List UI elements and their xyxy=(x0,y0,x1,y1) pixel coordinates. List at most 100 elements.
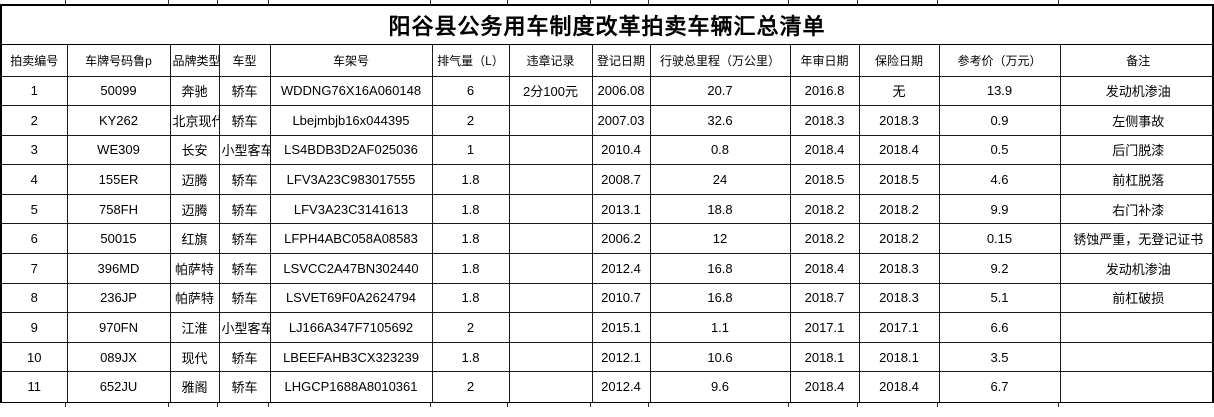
grid-line xyxy=(857,402,858,407)
table-cell: 2 xyxy=(2,105,68,136)
table-row: 3 WE309 长安 小型客车 LS4BDB3D2AF025036 1 2010.4 0.8 2… xyxy=(2,134,1214,166)
table-cell: 长安 xyxy=(169,134,220,166)
table-cell: 5.1 xyxy=(938,282,1061,314)
table-cell: 2 xyxy=(431,371,510,402)
table-cell: 现代 xyxy=(169,341,220,373)
top-grid-strip xyxy=(0,0,1214,6)
grid-line xyxy=(590,0,591,4)
table-cell: 32.6 xyxy=(649,105,791,136)
table-cell: 652JU xyxy=(66,371,171,402)
table-cell: 1.1 xyxy=(649,312,791,343)
table-cell: 20.7 xyxy=(649,75,791,107)
table-frame: 阳谷县公务用车制度改革拍卖车辆汇总清单 拍卖编号 车牌号码鲁p 品牌类型 车型 车架号排… xyxy=(0,6,1214,402)
table-cell: 9.2 xyxy=(938,253,1061,284)
table-cell: 2018.3 xyxy=(858,282,940,314)
table-cell: 后门脱漆 xyxy=(1059,134,1214,166)
table-cell: 50015 xyxy=(66,223,171,255)
column-header: 车牌号码鲁p xyxy=(66,45,171,77)
table-cell: 2015.1 xyxy=(591,312,651,343)
table-row: 8 236JP 帕萨特 轿车 LSVET69F0A2624794 1.8 2010.7 16.… xyxy=(2,282,1214,314)
grid-line xyxy=(507,402,508,407)
table-cell: 9.9 xyxy=(938,193,1061,225)
table-cell: 2 xyxy=(431,105,510,136)
grid-line xyxy=(648,0,649,4)
table-cell: 9 xyxy=(2,312,68,343)
column-header: 年审日期 xyxy=(789,45,860,77)
table-title: 阳谷县公务用车制度改革拍卖车辆汇总清单 xyxy=(2,6,1212,45)
table-cell: 轿车 xyxy=(218,105,271,136)
table-cell: 2010.4 xyxy=(591,134,651,166)
table-row: 4 155ER 迈腾 轿车 LFV3A23C983017555 1.8 2008.7 24 20… xyxy=(2,164,1214,195)
table-cell: 3.5 xyxy=(938,341,1061,373)
table-row: 1 50099 奔驰 轿车 WDDNG76X16A060148 6 2分100元 2006.0… xyxy=(2,75,1214,107)
table-cell: 发动机渗油 xyxy=(1059,75,1214,107)
table-cell: WDDNG76X16A060148 xyxy=(269,75,433,107)
table-cell: LSVCC2A47BN302440 xyxy=(269,253,433,284)
table-cell: 2分100元 xyxy=(508,75,593,107)
table-cell: 轿车 xyxy=(218,193,271,225)
table-cell: 小型客车 xyxy=(218,134,271,166)
table-cell: 2018.2 xyxy=(858,193,940,225)
table-cell: LFV3A23C983017555 xyxy=(269,164,433,195)
grid-line xyxy=(788,0,789,4)
column-header: 排气量（L） xyxy=(431,45,510,77)
table-cell: 1.8 xyxy=(431,341,510,373)
table-cell: 2013.1 xyxy=(591,193,651,225)
column-header: 行驶总里程（万公里） xyxy=(649,45,791,77)
grid-line xyxy=(1058,402,1059,407)
table-cell: 右门补漆 xyxy=(1059,193,1214,225)
grid-line xyxy=(857,0,858,4)
table-cell: 红旗 xyxy=(169,223,220,255)
table-cell: 236JP xyxy=(66,282,171,314)
table-row: 6 50015 红旗 轿车 LFPH4ABC058A08583 1.8 2006.2 12 20… xyxy=(2,223,1214,255)
table-cell: 2 xyxy=(431,312,510,343)
table-cell xyxy=(1059,371,1214,402)
table-cell: 50099 xyxy=(66,75,171,107)
table-cell xyxy=(508,312,593,343)
table-cell: 8 xyxy=(2,282,68,314)
table-cell: 155ER xyxy=(66,164,171,195)
table-cell: LBEEFAHB3CX323239 xyxy=(269,341,433,373)
table-cell xyxy=(508,193,593,225)
table-cell: 12 xyxy=(649,223,791,255)
table-cell: 970FN xyxy=(66,312,171,343)
table-cell: 11 xyxy=(2,371,68,402)
table-cell: 2012.4 xyxy=(591,253,651,284)
table-cell: 4.6 xyxy=(938,164,1061,195)
table-cell xyxy=(1059,341,1214,373)
table-cell: 0.5 xyxy=(938,134,1061,166)
table-cell xyxy=(508,164,593,195)
table-cell: LS4BDB3D2AF025036 xyxy=(269,134,433,166)
table-cell: 9.6 xyxy=(649,371,791,402)
table-cell: 2018.3 xyxy=(858,253,940,284)
grid-line xyxy=(1058,0,1059,4)
table-cell: 396MD xyxy=(66,253,171,284)
grid-line xyxy=(65,402,66,407)
table-cell: KY262 xyxy=(66,105,171,136)
table-cell: 10.6 xyxy=(649,341,791,373)
table-cell: 1.8 xyxy=(431,164,510,195)
table-cell: 2012.1 xyxy=(591,341,651,373)
table-cell: 轿车 xyxy=(218,223,271,255)
table-cell: 1.8 xyxy=(431,282,510,314)
table-cell: 2018.2 xyxy=(789,223,860,255)
table-cell: 发动机渗油 xyxy=(1059,253,1214,284)
table-cell: 轿车 xyxy=(218,75,271,107)
grid-line xyxy=(65,0,66,4)
table-cell: 帕萨特 xyxy=(169,282,220,314)
table-cell: 2012.4 xyxy=(591,371,651,402)
table-cell: LFPH4ABC058A08583 xyxy=(269,223,433,255)
table-row: 9 970FN 江淮 小型客车 LJ166A347F7105692 2 2015.1 1.1 2… xyxy=(2,312,1214,343)
table-cell xyxy=(1059,312,1214,343)
table-row: 7 396MD 帕萨特 轿车 LSVCC2A47BN302440 1.8 2012.4 16.… xyxy=(2,253,1214,284)
bottom-grid-strip xyxy=(0,401,1214,407)
table-cell: 0.9 xyxy=(938,105,1061,136)
table-cell xyxy=(508,282,593,314)
table-cell: 北京现代 xyxy=(169,105,220,136)
table-cell: 轿车 xyxy=(218,282,271,314)
table-cell: 帕萨特 xyxy=(169,253,220,284)
column-header: 参考价（万元） xyxy=(938,45,1061,77)
table-cell: 小型客车 xyxy=(218,312,271,343)
table-cell: 前杠破损 xyxy=(1059,282,1214,314)
table-cell: 4 xyxy=(2,164,68,195)
